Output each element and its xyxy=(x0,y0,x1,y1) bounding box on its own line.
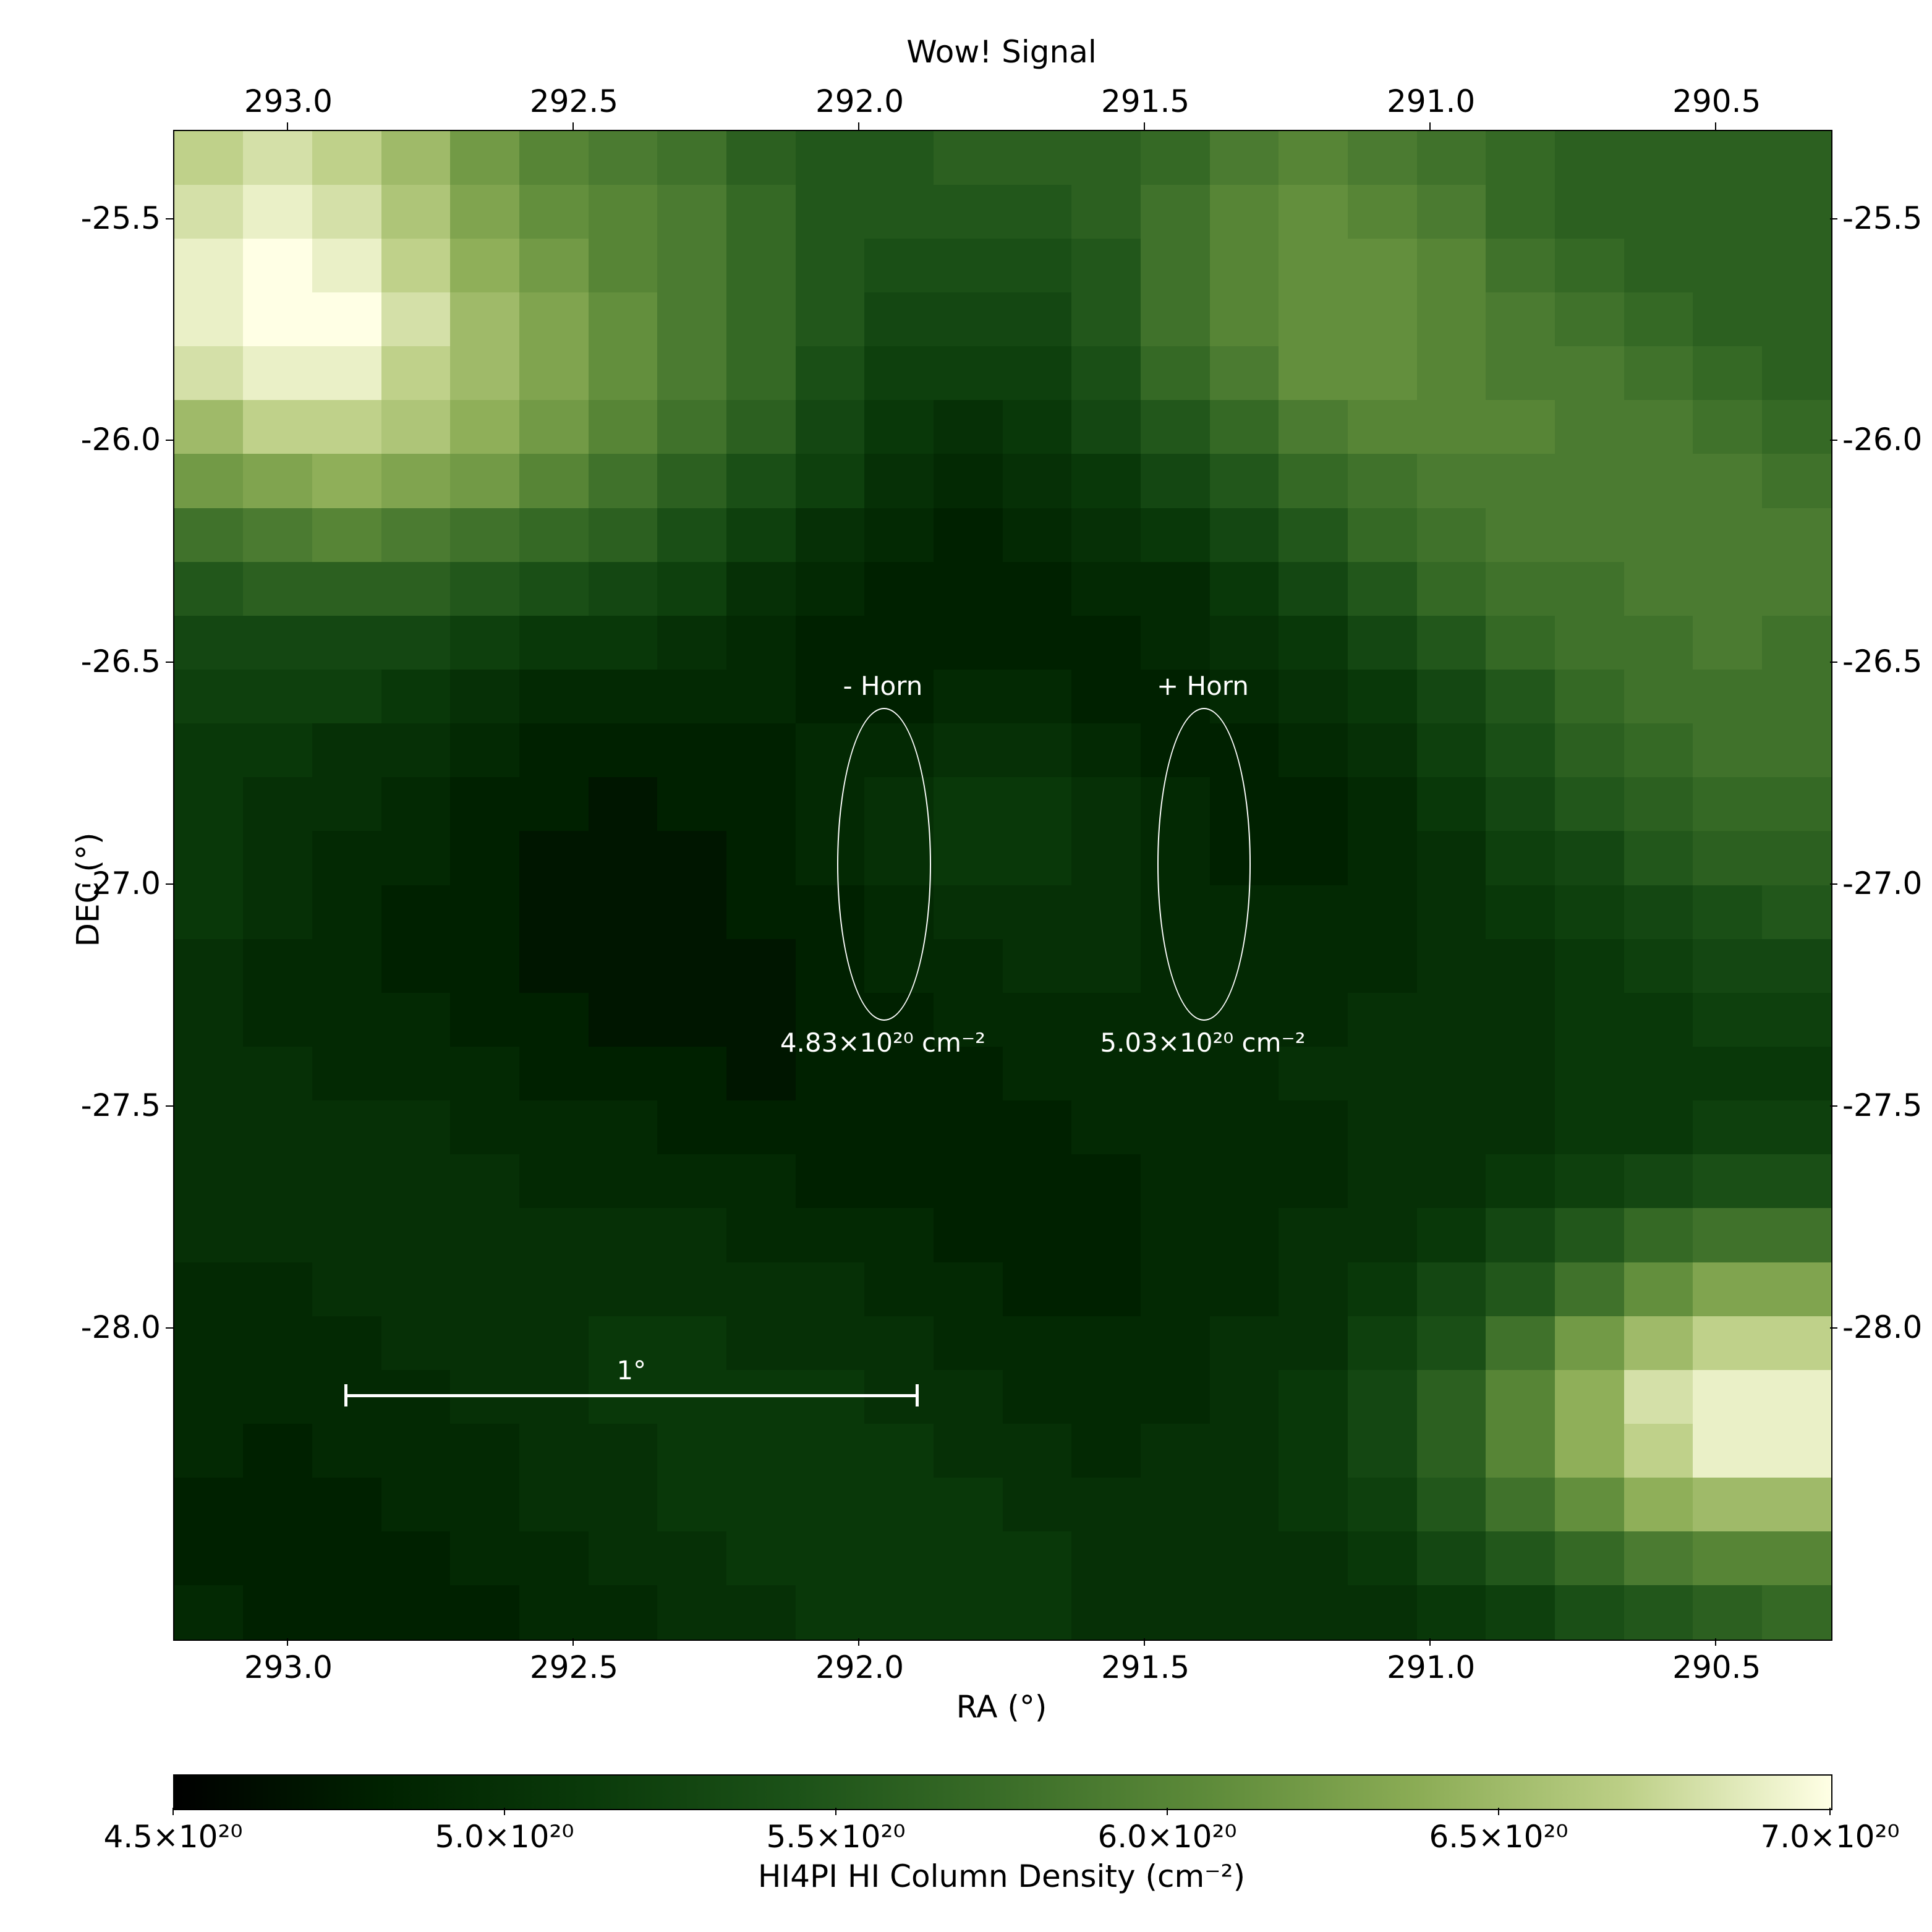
x-tick-label-top: 290.5 xyxy=(1672,83,1759,119)
horn-density: 4.83×10²⁰ cm⁻² xyxy=(741,1028,1025,1058)
colorbar-tick-label: 6.5×10²⁰ xyxy=(1412,1819,1585,1855)
horn-label: - Horn xyxy=(809,671,957,701)
x-tick-label-top: 291.0 xyxy=(1387,83,1473,119)
y-tick-label-right: -25.5 xyxy=(1842,200,1922,236)
plot-title: Wow! Signal xyxy=(890,34,1113,70)
horn-ellipse xyxy=(1157,708,1251,1021)
colorbar xyxy=(173,1774,1832,1810)
y-tick-label: -28.0 xyxy=(81,1309,161,1345)
x-tick-label: 292.0 xyxy=(815,1649,902,1685)
x-tick-label: 291.0 xyxy=(1387,1649,1473,1685)
colorbar-tick-label: 5.5×10²⁰ xyxy=(749,1819,922,1855)
x-tick-label-top: 291.5 xyxy=(1101,83,1188,119)
colorbar-label: HI4PI HI Column Density (cm⁻²) xyxy=(723,1858,1280,1894)
heatmap xyxy=(174,131,1831,1640)
x-tick-label: 293.0 xyxy=(244,1649,331,1685)
y-tick-label: -25.5 xyxy=(81,200,161,236)
x-axis-label: RA (°) xyxy=(940,1689,1063,1725)
y-tick-label: -27.5 xyxy=(81,1087,161,1123)
plot-area: - Horn 4.83×10²⁰ cm⁻² + Horn 5.03×10²⁰ cm⁻²… xyxy=(173,130,1832,1641)
y-tick-label-right: -26.5 xyxy=(1842,644,1922,679)
scalebar xyxy=(346,1394,917,1397)
y-tick-label-right: -27.0 xyxy=(1842,866,1922,901)
y-axis-label: DEC (°) xyxy=(70,833,106,947)
x-tick-label-top: 293.0 xyxy=(244,83,331,119)
colorbar-tick-label: 7.0×10²⁰ xyxy=(1743,1819,1917,1855)
x-tick-label: 292.5 xyxy=(530,1649,616,1685)
x-tick-label-top: 292.5 xyxy=(530,83,616,119)
colorbar-tick-label: 4.5×10²⁰ xyxy=(87,1819,260,1855)
y-tick-label-right: -27.5 xyxy=(1842,1087,1922,1123)
x-tick-label-top: 292.0 xyxy=(815,83,902,119)
horn-density: 5.03×10²⁰ cm⁻² xyxy=(1060,1028,1345,1058)
horn-ellipse xyxy=(837,708,931,1021)
x-tick-label: 290.5 xyxy=(1672,1649,1759,1685)
y-tick-label-right: -26.0 xyxy=(1842,422,1922,457)
colorbar-tick-label: 6.0×10²⁰ xyxy=(1081,1819,1254,1855)
horn-label: + Horn xyxy=(1128,671,1277,701)
colorbar-tick-label: 5.0×10²⁰ xyxy=(418,1819,591,1855)
x-tick-label: 291.5 xyxy=(1101,1649,1188,1685)
y-tick-label: -26.0 xyxy=(81,422,161,457)
scalebar-label: 1° xyxy=(606,1355,656,1385)
y-tick-label: -26.5 xyxy=(81,644,161,679)
y-tick-label-right: -28.0 xyxy=(1842,1309,1922,1345)
